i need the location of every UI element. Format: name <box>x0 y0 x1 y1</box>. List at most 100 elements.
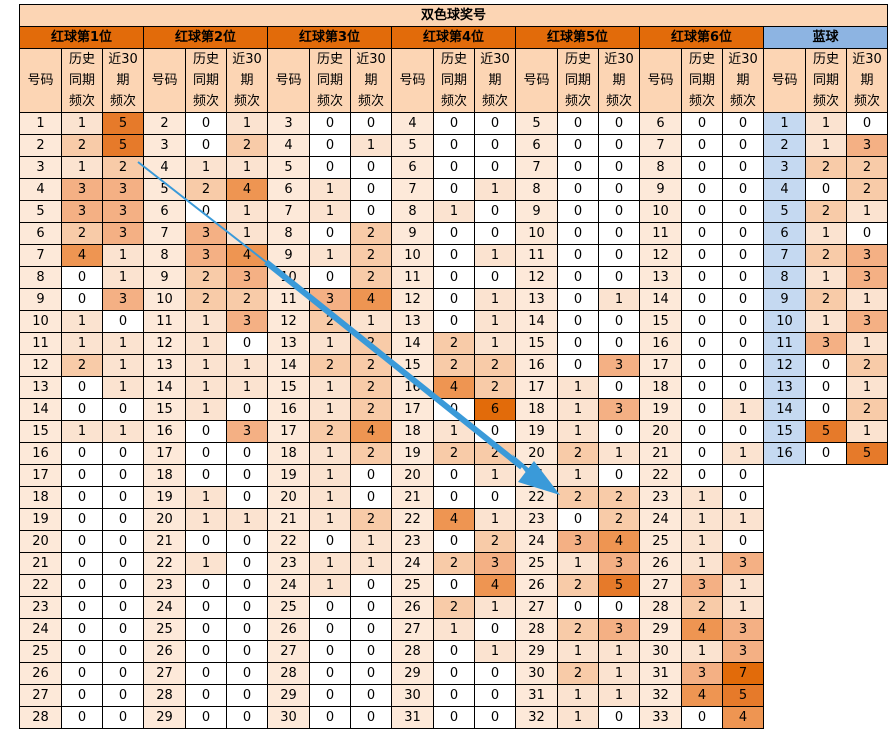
ball-number-cell[interactable]: 20 <box>267 486 310 509</box>
recent30-freq-cell[interactable]: 0 <box>226 442 268 465</box>
recent30-freq-cell[interactable]: 3 <box>226 266 268 289</box>
history-freq-cell[interactable]: 0 <box>185 574 227 597</box>
recent30-freq-cell[interactable]: 0 <box>722 420 764 443</box>
history-freq-cell[interactable]: 0 <box>681 112 723 135</box>
ball-number-cell[interactable]: 11 <box>143 310 186 333</box>
recent30-freq-cell[interactable]: 0 <box>722 332 764 355</box>
history-freq-cell[interactable]: 1 <box>805 112 847 135</box>
history-freq-cell[interactable]: 0 <box>309 156 351 179</box>
ball-number-cell[interactable]: 23 <box>515 508 558 531</box>
ball-number-cell[interactable]: 14 <box>515 310 558 333</box>
recent30-freq-cell[interactable]: 1 <box>474 244 516 267</box>
recent30-freq-cell[interactable]: 2 <box>350 354 392 377</box>
recent30-freq-cell[interactable]: 3 <box>722 552 764 575</box>
recent30-freq-cell[interactable]: 0 <box>598 266 640 289</box>
ball-number-cell[interactable]: 18 <box>639 376 682 399</box>
history-freq-cell[interactable]: 1 <box>185 332 227 355</box>
recent30-freq-cell[interactable]: 0 <box>226 706 268 729</box>
ball-number-cell[interactable]: 29 <box>639 618 682 641</box>
history-freq-cell[interactable]: 1 <box>309 574 351 597</box>
ball-number-cell[interactable]: 5 <box>19 200 62 223</box>
ball-number-cell[interactable]: 18 <box>19 486 62 509</box>
recent30-freq-cell[interactable]: 1 <box>474 508 516 531</box>
ball-number-cell[interactable]: 19 <box>19 508 62 531</box>
ball-number-cell[interactable]: 22 <box>19 574 62 597</box>
ball-number-cell[interactable]: 9 <box>143 266 186 289</box>
recent30-freq-cell[interactable]: 0 <box>474 486 516 509</box>
recent30-freq-cell[interactable]: 1 <box>846 288 888 311</box>
ball-number-cell[interactable]: 14 <box>639 288 682 311</box>
recent30-freq-cell[interactable]: 0 <box>722 288 764 311</box>
ball-number-cell[interactable]: 4 <box>19 178 62 201</box>
ball-number-cell[interactable]: 6 <box>763 222 806 245</box>
recent30-freq-cell[interactable]: 1 <box>102 376 144 399</box>
history-freq-cell[interactable]: 0 <box>61 530 103 553</box>
ball-number-cell[interactable]: 32 <box>639 684 682 707</box>
history-freq-cell[interactable]: 2 <box>185 266 227 289</box>
history-freq-cell[interactable]: 0 <box>557 244 599 267</box>
ball-number-cell[interactable]: 14 <box>267 354 310 377</box>
ball-number-cell[interactable]: 12 <box>515 266 558 289</box>
ball-number-cell[interactable]: 32 <box>515 706 558 729</box>
history-freq-cell[interactable]: 0 <box>61 508 103 531</box>
history-freq-cell[interactable]: 0 <box>805 354 847 377</box>
history-freq-cell[interactable]: 1 <box>681 640 723 663</box>
recent30-freq-cell[interactable]: 0 <box>722 112 764 135</box>
recent30-freq-cell[interactable]: 0 <box>474 662 516 685</box>
recent30-freq-cell[interactable]: 1 <box>226 376 268 399</box>
history-freq-header-5[interactable]: 历史 同期 频次 <box>557 48 599 113</box>
history-freq-cell[interactable]: 1 <box>557 464 599 487</box>
recent30-freq-cell[interactable]: 2 <box>350 376 392 399</box>
history-freq-cell[interactable]: 0 <box>557 222 599 245</box>
recent30-freq-cell[interactable]: 2 <box>474 442 516 465</box>
ball-number-cell[interactable]: 9 <box>763 288 806 311</box>
recent30-freq-cell[interactable]: 3 <box>474 552 516 575</box>
ball-number-cell[interactable]: 24 <box>267 574 310 597</box>
ball-number-cell[interactable]: 2 <box>19 134 62 157</box>
history-freq-cell[interactable]: 0 <box>309 706 351 729</box>
recent30-freq-cell[interactable]: 0 <box>722 222 764 245</box>
history-freq-cell[interactable]: 0 <box>433 310 475 333</box>
recent30-freq-cell[interactable]: 0 <box>226 662 268 685</box>
history-freq-cell[interactable]: 0 <box>61 684 103 707</box>
ball-number-cell[interactable]: 2 <box>143 112 186 135</box>
history-freq-cell[interactable]: 2 <box>557 486 599 509</box>
history-freq-cell[interactable]: 3 <box>681 662 723 685</box>
recent30-freq-cell[interactable]: 2 <box>350 266 392 289</box>
ball-number-cell[interactable]: 12 <box>639 244 682 267</box>
history-freq-cell[interactable]: 0 <box>309 684 351 707</box>
recent30-freq-cell[interactable]: 0 <box>474 112 516 135</box>
history-freq-cell[interactable]: 0 <box>557 354 599 377</box>
history-freq-cell[interactable]: 1 <box>557 398 599 421</box>
ball-number-cell[interactable]: 29 <box>143 706 186 729</box>
history-freq-cell[interactable]: 0 <box>433 222 475 245</box>
ball-number-cell[interactable]: 29 <box>515 640 558 663</box>
history-freq-cell[interactable]: 0 <box>805 178 847 201</box>
recent30-freq-cell[interactable]: 2 <box>598 486 640 509</box>
recent30-freq-cell[interactable]: 1 <box>722 574 764 597</box>
ball-number-cell[interactable]: 13 <box>515 288 558 311</box>
ball-number-cell[interactable]: 11 <box>267 288 310 311</box>
history-freq-cell[interactable]: 0 <box>681 310 723 333</box>
recent30-freq-cell[interactable]: 0 <box>226 398 268 421</box>
recent30-freq-cell[interactable]: 5 <box>598 574 640 597</box>
recent30-freq-cell[interactable]: 2 <box>350 508 392 531</box>
history-freq-cell[interactable]: 0 <box>309 640 351 663</box>
ball-number-cell[interactable]: 7 <box>143 222 186 245</box>
recent30-freq-cell[interactable]: 1 <box>102 420 144 443</box>
ball-number-cell[interactable]: 12 <box>267 310 310 333</box>
recent30-freq-cell[interactable]: 2 <box>350 332 392 355</box>
history-freq-cell[interactable]: 0 <box>557 332 599 355</box>
recent30-freq-cell[interactable]: 7 <box>722 662 764 685</box>
history-freq-cell[interactable]: 0 <box>681 332 723 355</box>
ball-number-cell[interactable]: 29 <box>267 684 310 707</box>
recent30-freq-cell[interactable]: 1 <box>474 596 516 619</box>
history-freq-cell[interactable]: 1 <box>309 442 351 465</box>
ball-number-cell[interactable]: 26 <box>143 640 186 663</box>
history-freq-cell[interactable]: 0 <box>557 112 599 135</box>
recent30-freq-cell[interactable]: 1 <box>598 662 640 685</box>
recent30-freq-cell[interactable]: 0 <box>598 332 640 355</box>
history-freq-cell[interactable]: 0 <box>185 618 227 641</box>
history-freq-cell[interactable]: 0 <box>309 134 351 157</box>
ball-number-cell[interactable]: 26 <box>391 596 434 619</box>
